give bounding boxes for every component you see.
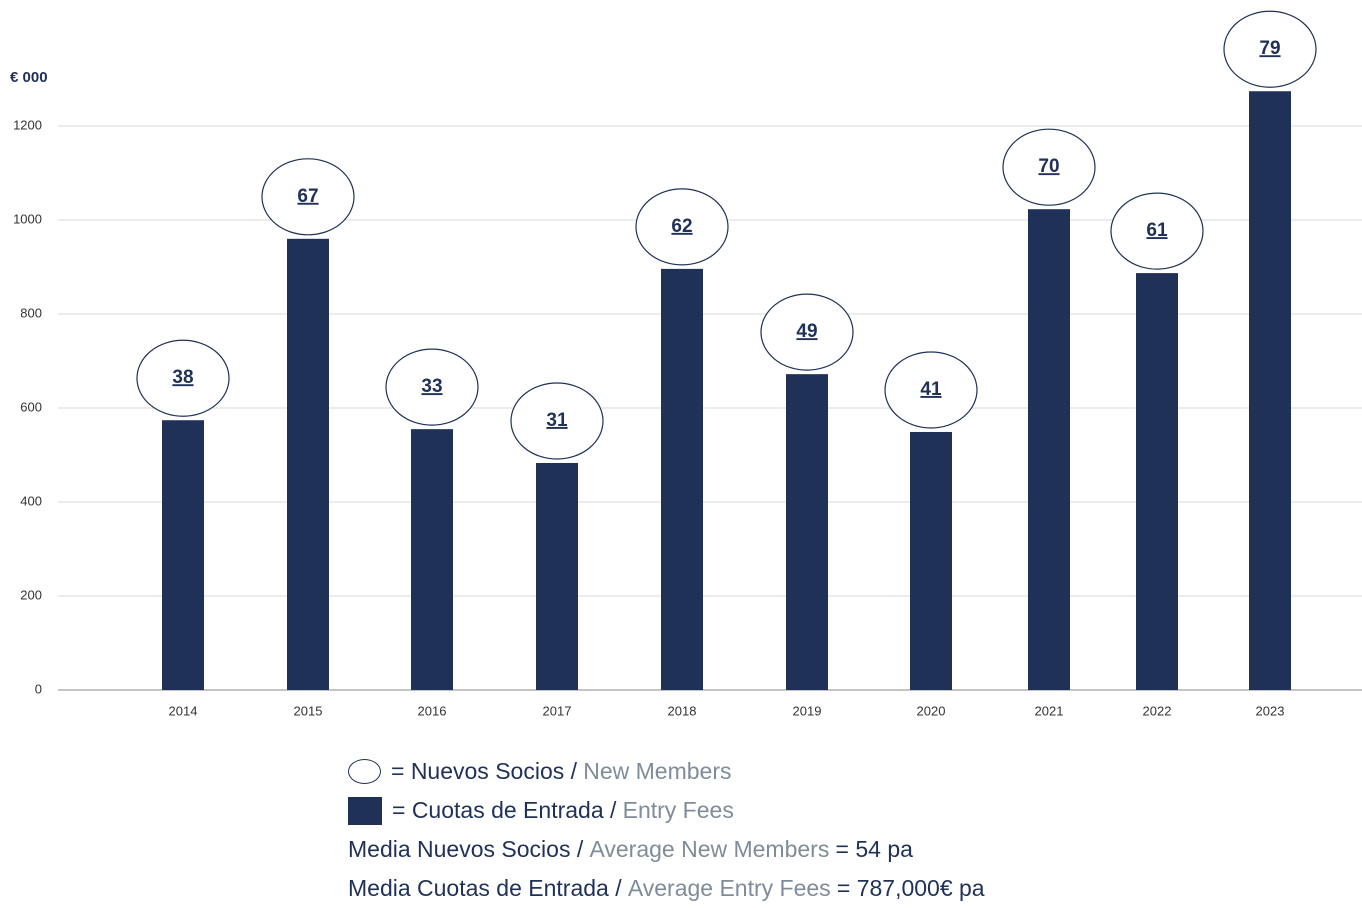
- y-tick-label: 200: [20, 587, 42, 602]
- x-tick-label: 2018: [668, 703, 697, 718]
- bar: [411, 429, 453, 690]
- member-label: 79: [1259, 38, 1280, 59]
- member-label: 33: [421, 376, 442, 397]
- member-label: 38: [172, 367, 193, 388]
- member-ellipse: [510, 382, 604, 460]
- bar: [786, 374, 828, 690]
- x-tick-label: 2021: [1035, 703, 1064, 718]
- member-label: 41: [920, 379, 942, 400]
- x-tick-label: 2016: [418, 703, 447, 718]
- bar: [1136, 273, 1178, 690]
- member-ellipse: [884, 351, 978, 429]
- x-tick-label: 2014: [169, 703, 198, 718]
- legend-text: = 54 pa: [835, 836, 913, 862]
- bar: [910, 431, 952, 690]
- legend-text: = Nuevos Socios /: [391, 758, 578, 784]
- x-tick-label: 2023: [1256, 703, 1285, 718]
- member-ellipse: [136, 339, 230, 417]
- y-tick-label: 400: [20, 493, 42, 508]
- y-tick-label: 600: [20, 399, 42, 414]
- bar: [536, 462, 578, 690]
- legend-item: = Nuevos Socios / New Members: [348, 752, 991, 791]
- legend-text: Average New Members: [589, 836, 830, 862]
- x-tick-label: 2020: [917, 703, 946, 718]
- member-ellipse: [635, 188, 729, 266]
- member-ellipse: [1223, 10, 1317, 88]
- legend-item: = Cuotas de Entrada / Entry Fees: [348, 791, 991, 830]
- member-label: 70: [1038, 156, 1059, 177]
- x-tick-label: 2022: [1143, 703, 1172, 718]
- legend-text: Media Cuotas de Entrada /: [348, 875, 622, 901]
- member-ellipse: [760, 293, 854, 371]
- legend-text: New Members: [583, 758, 732, 784]
- bar: [1249, 91, 1291, 691]
- y-tick-label: 0: [35, 681, 42, 696]
- member-label: 62: [671, 216, 692, 237]
- bar: [1028, 209, 1070, 690]
- y-tick-label: 1200: [13, 117, 42, 132]
- legend: = Nuevos Socios / New Members = Cuotas de …: [348, 752, 991, 908]
- legend-text: Average Entry Fees: [627, 875, 831, 901]
- member-label: 67: [297, 186, 318, 207]
- legend-text: = Cuotas de Entrada /: [392, 797, 617, 823]
- legend-item: Media Cuotas de Entrada / Average Entry F…: [348, 869, 991, 908]
- bar: [287, 238, 329, 691]
- member-ellipse: [385, 348, 479, 426]
- member-ellipse: [1002, 128, 1096, 206]
- chart: € 000 0 200 400 600 800 1000 1200 2014 38 2015 67 2…: [10, 10, 1362, 718]
- y-axis-label: € 000: [10, 69, 48, 86]
- legend-item: Media Nuevos Socios / Average New Members…: [348, 830, 991, 869]
- legend-text: Media Nuevos Socios /: [348, 836, 584, 862]
- member-ellipse: [261, 158, 355, 236]
- member-label: 31: [546, 410, 568, 431]
- legend-icon: [348, 796, 382, 825]
- bar: [661, 268, 703, 690]
- member-ellipse: [1110, 192, 1204, 270]
- x-tick-label: 2017: [543, 703, 572, 718]
- bar: [162, 420, 204, 690]
- legend-icon: [348, 759, 381, 784]
- legend-text: = 787,000€ pa: [836, 875, 985, 901]
- y-tick-label: 800: [20, 305, 42, 320]
- y-tick-label: 1000: [13, 211, 42, 226]
- member-label: 49: [796, 321, 817, 342]
- x-tick-label: 2015: [294, 703, 323, 718]
- legend-text: Entry Fees: [622, 797, 734, 823]
- x-tick-label: 2019: [793, 703, 822, 718]
- member-label: 61: [1146, 220, 1168, 241]
